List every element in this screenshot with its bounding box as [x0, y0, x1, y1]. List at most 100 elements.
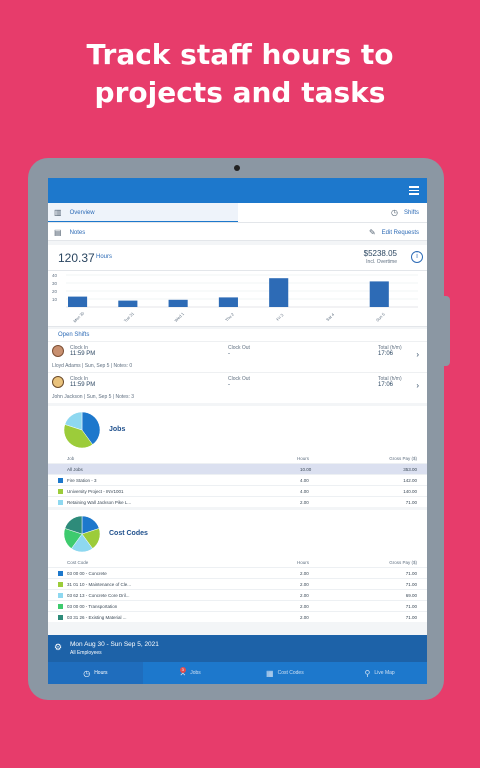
row-name: 03 00 00 - Concrete — [67, 571, 107, 576]
shift-employee-info: Lloyd Adams | Sun, Sep 5 | Notes: 0 — [52, 363, 133, 369]
tab-edit-requests[interactable]: ✎ Edit Requests — [369, 228, 419, 237]
pie-slice — [81, 411, 101, 445]
jobs-col-pay: Gross Pay ($) — [389, 456, 417, 461]
tablet-side-button — [444, 296, 450, 366]
bar[interactable] — [118, 300, 138, 307]
tab-shifts-label[interactable]: Shifts — [403, 209, 419, 216]
tab-overview[interactable] — [48, 203, 238, 222]
table-row[interactable]: Retaining Wall Jackson Pike L... 2.00 71.0… — [48, 496, 427, 507]
total-pay-label: Incl. Overtime — [366, 259, 397, 265]
table-row[interactable]: University Project - INV1001 4.00 140.00 — [48, 485, 427, 496]
bottom-nav: ◷ Hours ✕ 3 Jobs ▦ Cost Codes ⚲ Live Map — [48, 662, 427, 684]
headline-line-2: projects and tasks — [94, 76, 386, 109]
clock-in-value: 11:59 PM — [70, 351, 96, 357]
bar[interactable] — [369, 281, 389, 307]
date-range-bar[interactable]: ⚙ Mon Aug 30 - Sun Sep 5, 2021 All Emplo… — [48, 635, 427, 662]
tools-icon: ✕ — [179, 668, 187, 678]
bar[interactable] — [68, 296, 88, 307]
clock-in-value: 11:59 PM — [70, 382, 96, 388]
table-row[interactable]: All Jobs 10.00 353.00 — [48, 463, 427, 474]
table-row[interactable]: 03 00 00 - Concrete 2.00 71.00 — [48, 567, 427, 578]
nav-cost-codes[interactable]: ▦ Cost Codes — [238, 662, 333, 684]
jobs-table-header: Job Hours Gross Pay ($) — [48, 454, 427, 463]
tab-overview-label[interactable]: Overview — [69, 209, 95, 216]
tab-edit-requests-label[interactable]: Edit Requests — [381, 229, 419, 236]
table-row[interactable]: Fire Station - 3 4.00 142.00 — [48, 474, 427, 485]
cost-codes-table-header: Cost Code Hours Gross Pay ($) — [48, 558, 427, 567]
row-name: Retaining Wall Jackson Pike L... — [67, 500, 132, 505]
row-name: 03 62 13 - Concrete Core Dril... — [67, 593, 130, 598]
shift-row[interactable]: Clock In 11:59 PM Clock Out - Total (h/m… — [48, 341, 427, 372]
nav-hours[interactable]: ◷ Hours — [48, 662, 143, 684]
chevron-right-icon[interactable]: › — [416, 381, 419, 390]
row-hours: 2.00 — [300, 571, 309, 576]
nav-cost-codes-label: Cost Codes — [277, 670, 304, 676]
x-tick-label: Sat 4 — [325, 311, 336, 322]
tab-panel: ▥ Overview ◷ Shifts ▤ Notes ✎ Edit Reque… — [48, 203, 427, 241]
color-swatch — [58, 478, 63, 483]
table-row[interactable]: 03 31 26 - Existing Material ... 2.00 71.0… — [48, 611, 427, 622]
tab-notes[interactable]: ▤ Notes — [54, 228, 85, 237]
tab-row-bottom: ▤ Notes ✎ Edit Requests — [48, 222, 427, 241]
bar[interactable] — [218, 297, 238, 307]
row-hours: 2.00 — [300, 582, 309, 587]
table-row[interactable]: 03 00 00 - Transportation 2.00 71.00 — [48, 600, 427, 611]
pie-slice — [63, 424, 93, 449]
x-tick-label: Sun 5 — [375, 311, 386, 322]
clock-out-value: - — [228, 351, 230, 357]
table-row[interactable]: 31 01 10 - Maintenance of Cle... 2.00 71.0… — [48, 578, 427, 589]
row-pay: 140.00 — [403, 489, 417, 494]
shift-employee-info: John Jackson | Sun, Sep 5 | Notes: 3 — [52, 394, 135, 400]
bar[interactable] — [168, 299, 188, 307]
gear-icon[interactable]: ⚙ — [54, 642, 63, 652]
y-tick-label: 20 — [52, 289, 58, 294]
pie-slice — [64, 411, 83, 431]
x-tick-label: Fri 3 — [275, 312, 285, 322]
total-label: Total (h/m) — [378, 376, 402, 382]
row-pay: 71.00 — [405, 500, 417, 505]
hamburger-menu-icon[interactable] — [409, 186, 419, 195]
color-swatch — [58, 571, 63, 576]
nav-live-map[interactable]: ⚲ Live Map — [332, 662, 427, 684]
clock-icon: ◷ — [83, 668, 91, 678]
app-screen: ▥ Overview ◷ Shifts ▤ Notes ✎ Edit Reque… — [48, 178, 427, 684]
tab-notes-label[interactable]: Notes — [69, 229, 86, 236]
row-pay: 71.00 — [405, 615, 417, 620]
jobs-badge: 3 — [179, 667, 186, 673]
jobs-col-hours: Hours — [297, 456, 310, 461]
cost-codes-col-hours: Hours — [297, 560, 310, 565]
open-shifts-section: Open Shifts Clock In 11:59 PM Clock Out … — [48, 329, 427, 403]
cost-codes-col-code: Cost Code — [67, 560, 89, 565]
nav-jobs[interactable]: ✕ 3 Jobs — [143, 662, 238, 684]
row-hours: 4.00 — [300, 489, 309, 494]
shift-row[interactable]: Clock In 11:59 PM Clock Out - Total (h/m… — [48, 372, 427, 403]
headline: Track staff hours to projects and tasks — [0, 36, 480, 112]
row-pay: 71.00 — [405, 582, 417, 587]
x-tick-label: Thu 2 — [224, 311, 235, 322]
total-hours-value: 120.37 — [58, 251, 95, 265]
table-row[interactable]: 03 62 13 - Concrete Core Dril... 2.00 69.0… — [48, 589, 427, 600]
avatar — [52, 345, 64, 357]
chevron-right-icon[interactable]: › — [416, 350, 419, 359]
jobs-pie-area: Jobs — [48, 406, 427, 454]
info-icon[interactable]: i — [411, 251, 423, 263]
row-pay: 69.00 — [405, 593, 417, 598]
clock-in-label: Clock In — [70, 376, 89, 382]
row-name: Fire Station - 3 — [67, 478, 97, 483]
clock-out-label: Clock Out — [228, 345, 250, 351]
pencil-icon: ✎ — [368, 228, 376, 237]
camera — [234, 165, 240, 171]
jobs-pie-chart — [63, 411, 101, 449]
row-name: 03 31 26 - Existing Material ... — [67, 615, 127, 620]
total-pay-value: $5238.05 — [363, 249, 397, 258]
cost-codes-title: Cost Codes — [109, 530, 148, 537]
cost-codes-col-pay: Gross Pay ($) — [389, 560, 417, 565]
tab-shifts[interactable]: ◷ Shifts — [391, 208, 419, 217]
cost-codes-section: Cost Codes Cost Code Hours Gross Pay ($)… — [48, 510, 427, 622]
y-tick-label: 40 — [52, 273, 58, 278]
bar[interactable] — [269, 278, 289, 307]
cost-codes-pie-chart — [63, 515, 101, 553]
cost-codes-icon: ▦ — [266, 668, 274, 678]
clock-out-label: Clock Out — [228, 376, 250, 382]
open-shifts-title: Open Shifts — [58, 332, 90, 338]
